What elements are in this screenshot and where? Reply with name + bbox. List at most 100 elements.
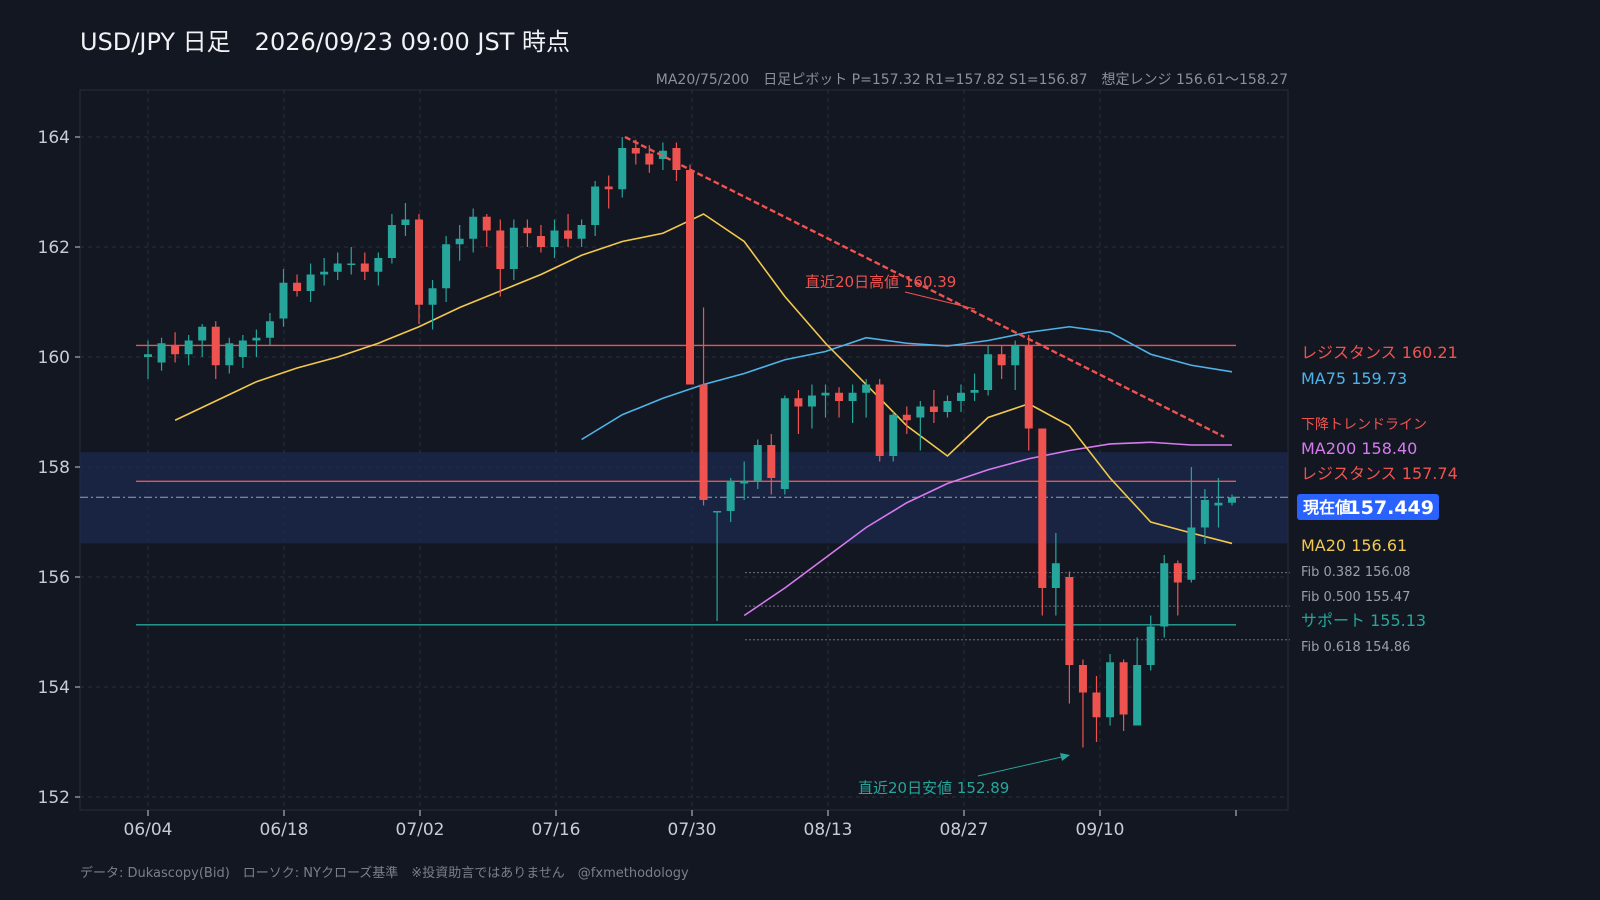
plot-area: 152 154 156 158 160 162 164 06/04 06/18 07/02 07/1…	[38, 89, 1458, 840]
candle-up	[469, 216, 478, 239]
candle-down	[564, 230, 573, 239]
candle-up	[347, 263, 356, 265]
candle-down	[1119, 662, 1128, 715]
candle-up	[1228, 497, 1236, 503]
plot-frame	[79, 89, 1289, 811]
candle-up	[740, 480, 749, 484]
downtrend-line	[624, 135, 1225, 438]
candle-down	[415, 219, 423, 305]
candle-down	[1173, 563, 1182, 583]
label-ma20: MA20 156.61	[1301, 536, 1407, 555]
y-tick-label: 164	[38, 128, 70, 148]
candle-up	[753, 445, 762, 481]
x-tick-label: 06/04	[124, 820, 173, 840]
candle-up	[265, 321, 274, 338]
candle-down	[360, 263, 369, 272]
candle-up	[807, 395, 816, 407]
candle-up	[550, 230, 559, 247]
candle-up	[984, 354, 993, 390]
x-tick-label: 09/10	[1076, 820, 1125, 840]
candle-up	[401, 219, 410, 225]
candle-up	[387, 225, 396, 258]
label-support: サポート 155.13	[1301, 611, 1426, 630]
chart-title: USD/JPY 日足 2026/09/23 09:00 JST 時点	[80, 28, 570, 56]
y-tick-label: 156	[38, 568, 70, 588]
candle-up	[862, 384, 871, 393]
candle-up	[577, 225, 586, 239]
candle-down	[672, 148, 681, 170]
x-tick-label: 08/13	[804, 820, 853, 840]
annotation-recent-high: 直近20日高値 160.39	[805, 273, 956, 291]
candle-up	[726, 480, 735, 511]
y-tick-label: 160	[38, 348, 70, 368]
candle-up	[618, 148, 627, 190]
candle-up	[1051, 563, 1060, 588]
candle-up	[184, 340, 193, 355]
annotation-high-pointer	[904, 291, 976, 310]
candle-up	[970, 390, 979, 393]
candle-up	[306, 274, 315, 291]
candle-down	[482, 216, 491, 231]
candle-up	[442, 244, 451, 289]
current-price-caption: 現在値	[1303, 498, 1351, 517]
candle-down	[929, 406, 938, 412]
y-tick-label: 154	[38, 678, 70, 698]
candle-down	[1065, 577, 1074, 665]
x-tick-label: 07/30	[668, 820, 717, 840]
ma200-line	[743, 441, 1232, 617]
candle-down	[902, 414, 911, 421]
candle-down	[997, 354, 1006, 366]
annotation-recent-low: 直近20日安値 152.89	[858, 779, 1009, 797]
candle-up	[780, 398, 789, 489]
candle-up	[1106, 662, 1115, 718]
candle-down	[767, 445, 776, 478]
candle-up	[509, 227, 518, 269]
current-price-badge	[1297, 494, 1439, 520]
candle-up	[225, 343, 234, 366]
candle-down	[536, 236, 545, 247]
annotation-low-pointer	[977, 755, 1067, 777]
label-fib-618: Fib 0.618 154.86	[1301, 640, 1410, 655]
y-tick-label: 162	[38, 238, 70, 258]
label-ma75: MA75 159.73	[1301, 369, 1407, 388]
label-ma200: MA200 158.40	[1301, 439, 1417, 458]
candle-up	[157, 343, 166, 363]
candle-up	[916, 406, 925, 418]
candle-up	[1133, 665, 1142, 726]
label-resistance-157: レジスタンス 157.74	[1301, 464, 1458, 483]
candle-up	[1200, 500, 1209, 528]
x-tick-label: 06/18	[260, 820, 309, 840]
candle-down	[645, 153, 654, 165]
candle-up	[455, 238, 464, 245]
candle-up	[320, 271, 329, 275]
y-tick-label: 152	[38, 788, 70, 808]
candle-down	[1038, 428, 1047, 588]
candle-down	[1078, 665, 1087, 693]
candle-up	[1160, 563, 1169, 627]
candle-up	[374, 258, 383, 272]
candle-down	[794, 398, 803, 407]
current-price-value: 157.449	[1347, 497, 1434, 519]
candle-up	[821, 392, 830, 396]
candle-down	[699, 384, 708, 500]
candle-up	[889, 414, 898, 456]
candle-up	[1214, 502, 1223, 506]
candle-up	[198, 326, 207, 341]
label-fib-382: Fib 0.382 156.08	[1301, 565, 1410, 580]
candle-down	[604, 186, 613, 190]
x-tick-label: 07/16	[532, 820, 581, 840]
candle-up	[252, 337, 261, 341]
candle-up	[848, 392, 857, 401]
x-tick-label: 07/02	[396, 820, 445, 840]
candle-up	[1146, 626, 1155, 665]
candle-down	[1092, 692, 1101, 718]
annotation-low-arrowhead	[1060, 753, 1070, 761]
chart-footer: データ: Dukascopy(Bid) ローソク: NYクローズ基準 ※投資助言…	[80, 865, 689, 881]
candle-down	[211, 326, 220, 366]
label-downtrend: 下降トレンドライン	[1301, 417, 1427, 433]
candle-down	[686, 170, 694, 385]
ma20-line	[174, 213, 1233, 545]
candle-up	[713, 511, 722, 513]
candle-down	[523, 227, 532, 234]
candle-up	[591, 186, 600, 225]
